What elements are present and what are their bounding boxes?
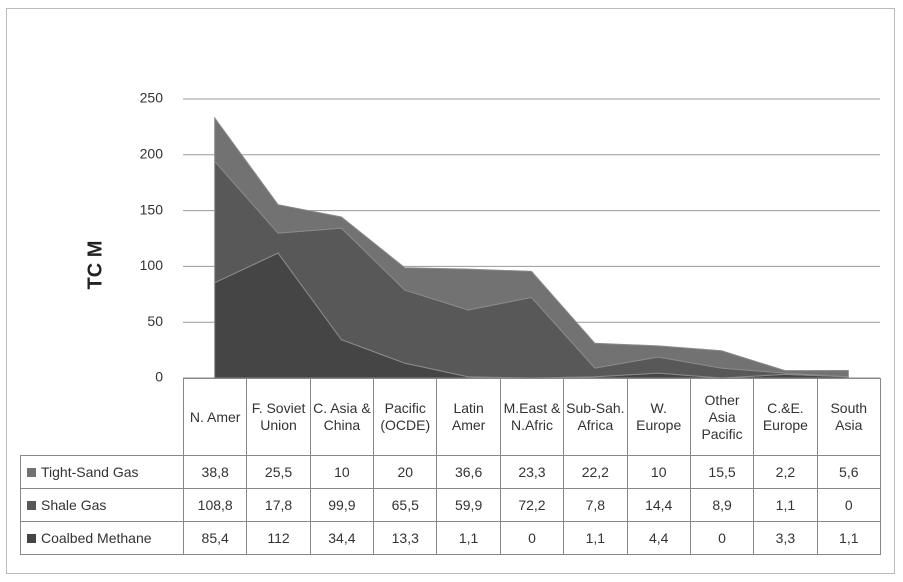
value-label: 10 xyxy=(626,455,691,489)
value-label: 23,3 xyxy=(499,455,565,489)
legend-key xyxy=(27,500,36,510)
value-label: 4,4 xyxy=(626,521,691,555)
value-label: 34,4 xyxy=(309,521,375,555)
value-label: 2,2 xyxy=(753,455,818,489)
category-label: W. Europe xyxy=(626,378,691,456)
value-label: 10 xyxy=(309,455,375,489)
category-label: Sub-Sah. Africa xyxy=(563,378,628,456)
header-row: N. Amer F. Soviet Union C. Asia & China Pac… xyxy=(21,378,881,456)
category-label: N. Amer xyxy=(182,378,248,456)
y-tick-label: 150 xyxy=(140,201,164,217)
series-label-cell: Shale Gas xyxy=(20,488,184,522)
value-label: 1,1 xyxy=(436,521,501,555)
value-label: 25,5 xyxy=(246,455,311,489)
value-label: 17,8 xyxy=(246,488,311,522)
value-label: 0 xyxy=(689,521,755,555)
series-row: Shale Gas 108,8 17,8 99,9 65,5 59,9 72,2 7,8 14,… xyxy=(20,488,881,522)
value-label: 59,9 xyxy=(436,488,501,522)
value-label: 65,5 xyxy=(373,488,438,522)
series-row: Coalbed Methane 85,4 112 34,4 13,3 1,1 0 1,1 4,4… xyxy=(20,521,881,555)
area xyxy=(214,116,849,378)
category-label: Latin Amer xyxy=(436,378,501,456)
legend-label: Shale Gas xyxy=(41,496,107,513)
category-label: C.&E. Europe xyxy=(753,378,818,456)
y-tick-label: 250 xyxy=(140,90,164,106)
value-label: 36,6 xyxy=(436,455,501,489)
value-label: 85,4 xyxy=(182,521,248,555)
data-table: N. Amer F. Soviet Union C. Asia & China Pac… xyxy=(20,378,881,555)
category-label: F. Soviet Union xyxy=(246,378,311,456)
series-label-cell: Coalbed Methane xyxy=(20,521,184,555)
category-label: Pacific (OCDE) xyxy=(373,378,438,456)
value-label: 112 xyxy=(246,521,311,555)
value-label: 7,8 xyxy=(563,488,628,522)
value-label: 0 xyxy=(499,521,565,555)
value-label: 1,1 xyxy=(753,488,818,522)
value-label: 1,1 xyxy=(816,521,881,555)
y-tick-label: 200 xyxy=(140,146,164,162)
category-label: Other Asia Pacific xyxy=(689,378,755,456)
value-label: 38,8 xyxy=(182,455,248,489)
value-label: 5,6 xyxy=(816,455,881,489)
legend-key xyxy=(27,467,36,477)
value-label: 1,1 xyxy=(563,521,628,555)
series-label-cell: Tight-Sand Gas xyxy=(20,455,184,489)
value-label: 20 xyxy=(373,455,438,489)
y-tick-label: 0 xyxy=(155,369,163,385)
series-row: Tight-Sand Gas 38,8 25,5 10 20 36,6 23,3 22,2 10… xyxy=(20,455,881,489)
legend-label: Tight-Sand Gas xyxy=(41,463,139,480)
value-label: 108,8 xyxy=(182,488,248,522)
blank-cell xyxy=(21,379,184,456)
value-label: 3,3 xyxy=(753,521,818,555)
value-label: 14,4 xyxy=(626,488,691,522)
value-label: 99,9 xyxy=(309,488,375,522)
y-tick-label: 50 xyxy=(147,313,163,329)
category-label: South Asia xyxy=(816,378,881,456)
category-label: C. Asia & China xyxy=(309,378,375,456)
value-label: 8,9 xyxy=(689,488,755,522)
legend-label: Coalbed Methane xyxy=(41,529,152,546)
y-tick-label: 100 xyxy=(140,257,164,273)
value-label: 13,3 xyxy=(373,521,438,555)
value-label: 15,5 xyxy=(689,455,755,489)
legend-key xyxy=(27,533,36,543)
value-label: 72,2 xyxy=(499,488,565,522)
value-label: 22,2 xyxy=(563,455,628,489)
value-label: 0 xyxy=(816,488,881,522)
y-axis-label: TC M xyxy=(84,241,106,290)
category-label: M.East & N.Afric xyxy=(499,378,565,456)
